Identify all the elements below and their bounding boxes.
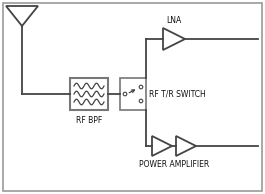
Bar (120, 78, 146, 110)
Bar (70, 78, 108, 110)
Text: RF BPF: RF BPF (76, 116, 102, 125)
Text: POWER AMPLIFIER: POWER AMPLIFIER (139, 160, 209, 169)
Text: RF T/R SWITCH: RF T/R SWITCH (149, 89, 206, 99)
Text: LNA: LNA (166, 16, 182, 25)
